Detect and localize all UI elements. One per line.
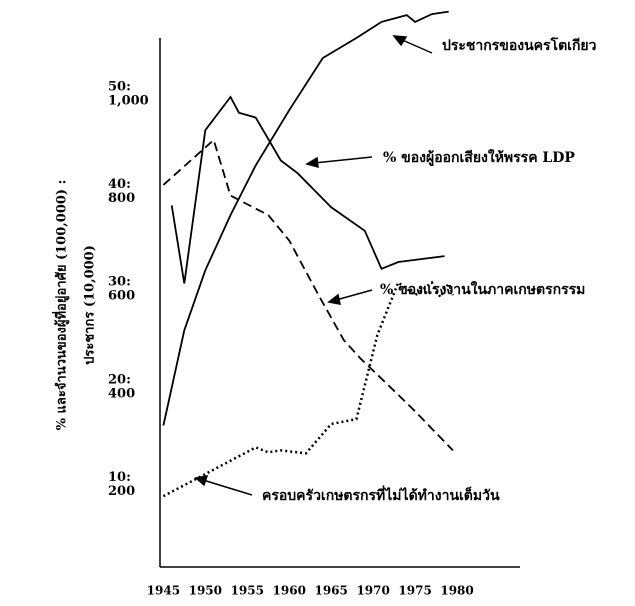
x-tick-label: 1975 xyxy=(398,584,431,598)
arrow-head xyxy=(327,293,341,305)
y2-tick-label: 10: xyxy=(108,470,131,485)
series-line xyxy=(170,95,445,284)
arrows xyxy=(194,35,433,496)
y-tick-label: 400 xyxy=(108,386,135,401)
arrow-head xyxy=(305,156,319,169)
y-tick-label: 1,000 xyxy=(108,94,149,109)
x-tick-label: 1955 xyxy=(231,584,264,598)
y-tick-label: 200 xyxy=(108,484,135,499)
arrow xyxy=(399,38,433,54)
y-tick-label: 800 xyxy=(108,191,135,206)
y2-tick-label: 50: xyxy=(108,80,131,95)
y-axis-title: % และจำนวนของผู้ที่อยู่อาศัย (100,000) : xyxy=(52,180,70,431)
series-line xyxy=(162,138,454,452)
y2-tick-label: 30: xyxy=(108,275,131,290)
y-tick-label: 600 xyxy=(108,289,135,304)
series-line xyxy=(162,280,455,498)
x-tick-label: 1945 xyxy=(147,584,180,598)
arrow xyxy=(313,156,373,164)
x-tick-label: 1950 xyxy=(189,584,222,598)
annotation: % ของแรงงานในภาคเกษตรกรรม xyxy=(380,280,585,298)
y-axis-title: ประชากร (10,000) xyxy=(83,245,98,365)
series-line xyxy=(162,10,449,426)
annotation: % ของผู้ออกเสียงให้พรรค LDP xyxy=(383,148,575,166)
x-tick-label: 1970 xyxy=(356,584,389,598)
x-tick-label: 1960 xyxy=(273,584,306,598)
x-tick-label: 1965 xyxy=(314,584,347,598)
annotation: ครอบครัวเกษตรกรที่ไม่ได้ทำงานเต็มวัน xyxy=(262,485,500,504)
annotation: ประชากรของนครโตเกียว xyxy=(442,36,597,54)
arrow-head xyxy=(392,35,408,47)
x-tick-label: 1980 xyxy=(440,584,473,598)
arrow xyxy=(335,289,373,301)
arrow xyxy=(202,479,253,496)
y2-tick-label: 40: xyxy=(108,177,131,192)
axes xyxy=(159,38,520,568)
y2-tick-label: 20: xyxy=(108,372,131,387)
arrow-head xyxy=(194,475,209,487)
